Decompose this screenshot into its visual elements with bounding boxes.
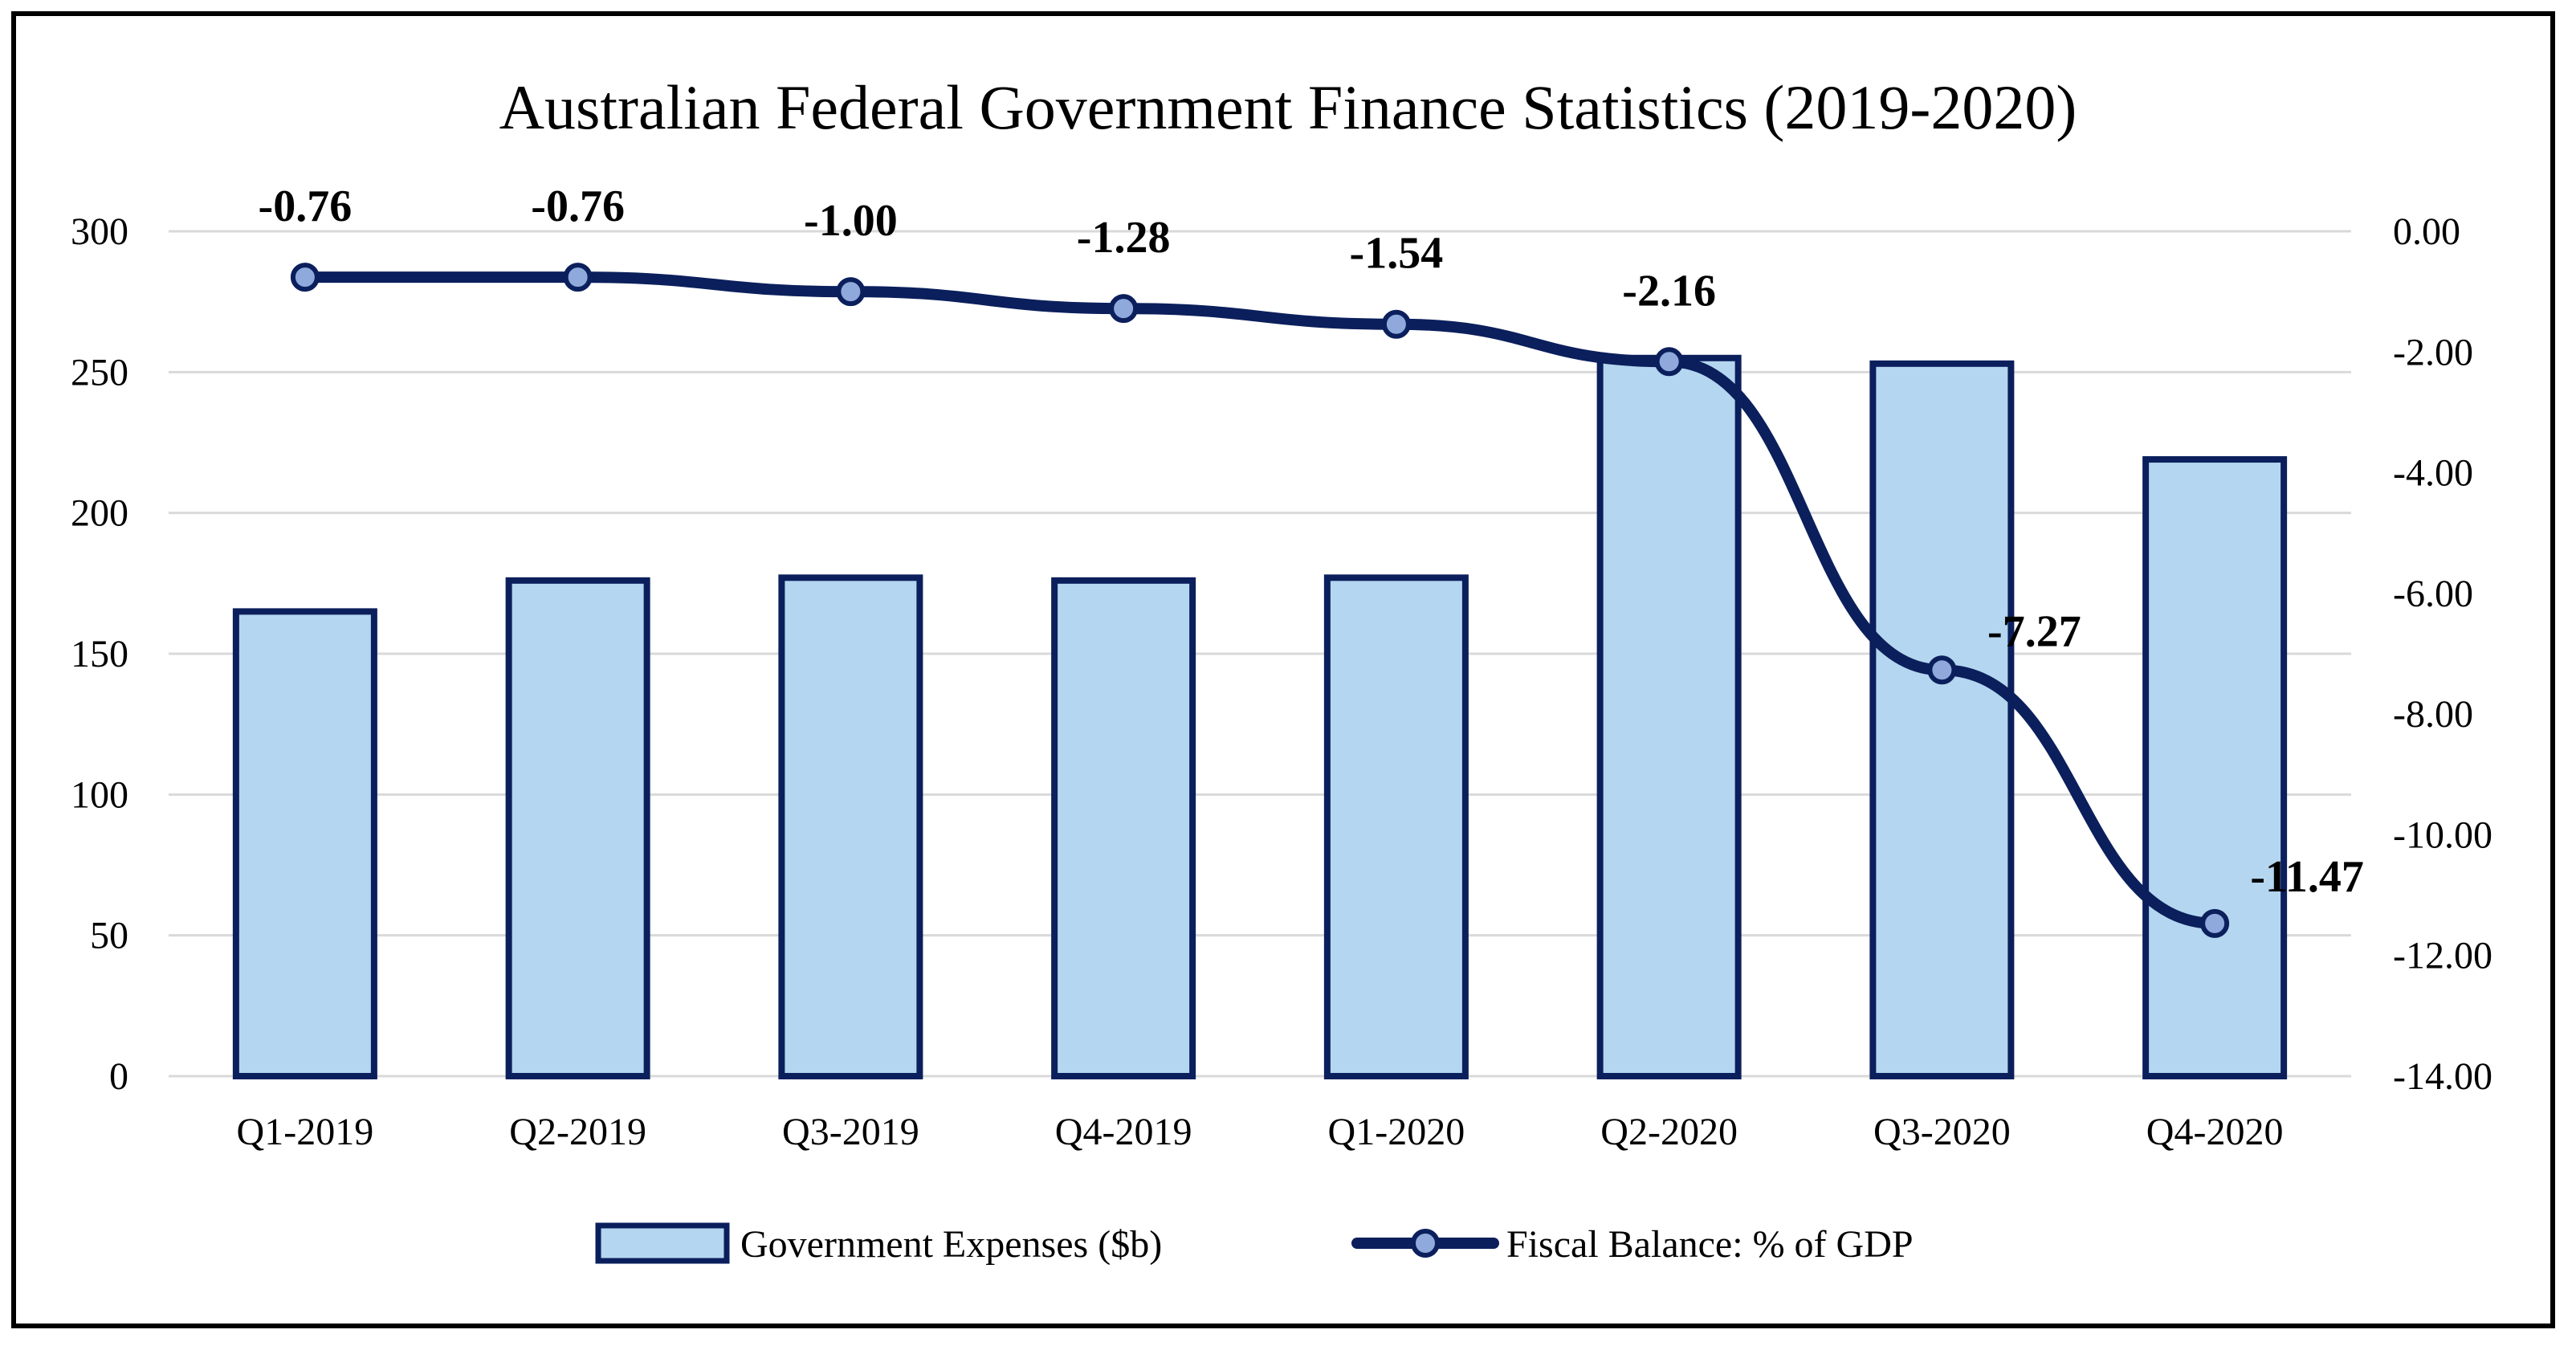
legend-line-label: Fiscal Balance: % of GDP (1506, 1223, 1914, 1266)
fiscal-balance-data-label: -11.47 (2250, 852, 2364, 902)
legend-bar-label: Government Expenses ($b) (740, 1223, 1162, 1266)
fiscal-balance-data-label: -1.28 (1077, 213, 1171, 263)
y-right-tick-label: -6.00 (2393, 573, 2473, 615)
bar-q1-2020 (1323, 574, 1469, 1079)
bar-q4-2019 (1051, 577, 1196, 1079)
y-left-tick-label: 100 (71, 773, 128, 816)
fiscal-balance-point (2200, 908, 2230, 938)
bar-q2-2019 (505, 577, 650, 1079)
x-tick-label: Q4-2019 (1055, 1111, 1192, 1153)
y-right-tick-label: -12.00 (2393, 935, 2492, 977)
y-right-tick-label: -4.00 (2393, 452, 2473, 495)
left-axis: 0 50 100 150 200 250 300 (71, 210, 128, 1098)
bar-q2-2020 (1596, 354, 1742, 1079)
x-tick-label: Q3-2019 (782, 1111, 919, 1153)
fiscal-balance-point (1381, 309, 1411, 339)
x-tick-label: Q3-2020 (1873, 1111, 2011, 1153)
fiscal-balance-data-label: -2.16 (1622, 266, 1716, 316)
x-tick-label: Q1-2019 (237, 1111, 374, 1153)
x-tick-label: Q1-2020 (1328, 1111, 1465, 1153)
y-left-tick-label: 200 (71, 492, 128, 535)
fiscal-balance-point (290, 263, 320, 292)
right-axis: 0.00 -2.00 -4.00 -6.00 -8.00 -10.00 -12.00 -14.… (2393, 210, 2492, 1098)
fiscal-balance-point (836, 277, 866, 307)
x-tick-label: Q2-2020 (1600, 1111, 1738, 1153)
fiscal-balance-data-label: -0.76 (259, 182, 353, 231)
y-right-tick-label: -8.00 (2393, 693, 2473, 736)
fiscal-balance-point (1109, 294, 1139, 324)
y-right-tick-label: -2.00 (2393, 331, 2473, 373)
bar-q3-2019 (778, 574, 923, 1079)
y-left-tick-label: 0 (109, 1055, 128, 1098)
fiscal-balance-line: -0.76 -0.76 -1.00 -1.28 -1.54 -2.16 -7.27 -11.4… (259, 182, 2364, 938)
y-left-tick-label: 50 (90, 915, 128, 957)
fiscal-balance-data-label: -1.54 (1350, 229, 1444, 279)
fiscal-balance-data-label: -1.00 (804, 196, 898, 246)
legend-line-marker (1411, 1229, 1440, 1258)
chart-title: Australian Federal Government Finance St… (499, 72, 2077, 142)
y-left-tick-label: 300 (71, 210, 128, 253)
y-right-tick-label: -10.00 (2393, 814, 2492, 856)
fiscal-balance-point (1927, 655, 1957, 685)
y-left-tick-label: 150 (71, 633, 128, 675)
x-axis-labels: Q1-2019 Q2-2019 Q3-2019 Q4-2019 Q1-2020 Q2-20… (237, 1111, 2284, 1153)
bar-q1-2019 (232, 608, 377, 1079)
fiscal-balance-point (1654, 347, 1684, 377)
legend-bar-swatch (595, 1222, 730, 1264)
bar-q3-2020 (1869, 360, 2015, 1079)
y-right-tick-label: 0.00 (2393, 210, 2460, 253)
fiscal-balance-data-label: -7.27 (1987, 606, 2081, 656)
fiscal-balance-point (563, 263, 593, 292)
x-tick-label: Q2-2019 (509, 1111, 646, 1153)
y-left-tick-label: 250 (71, 351, 128, 394)
x-tick-label: Q4-2020 (2146, 1111, 2284, 1153)
legend: Government Expenses ($b) Fiscal Balance: … (595, 1222, 1914, 1266)
fiscal-balance-data-label: -0.76 (531, 182, 625, 231)
expense-bars (232, 354, 2288, 1079)
bar-q4-2020 (2142, 456, 2288, 1079)
y-right-tick-label: -14.00 (2393, 1055, 2492, 1098)
